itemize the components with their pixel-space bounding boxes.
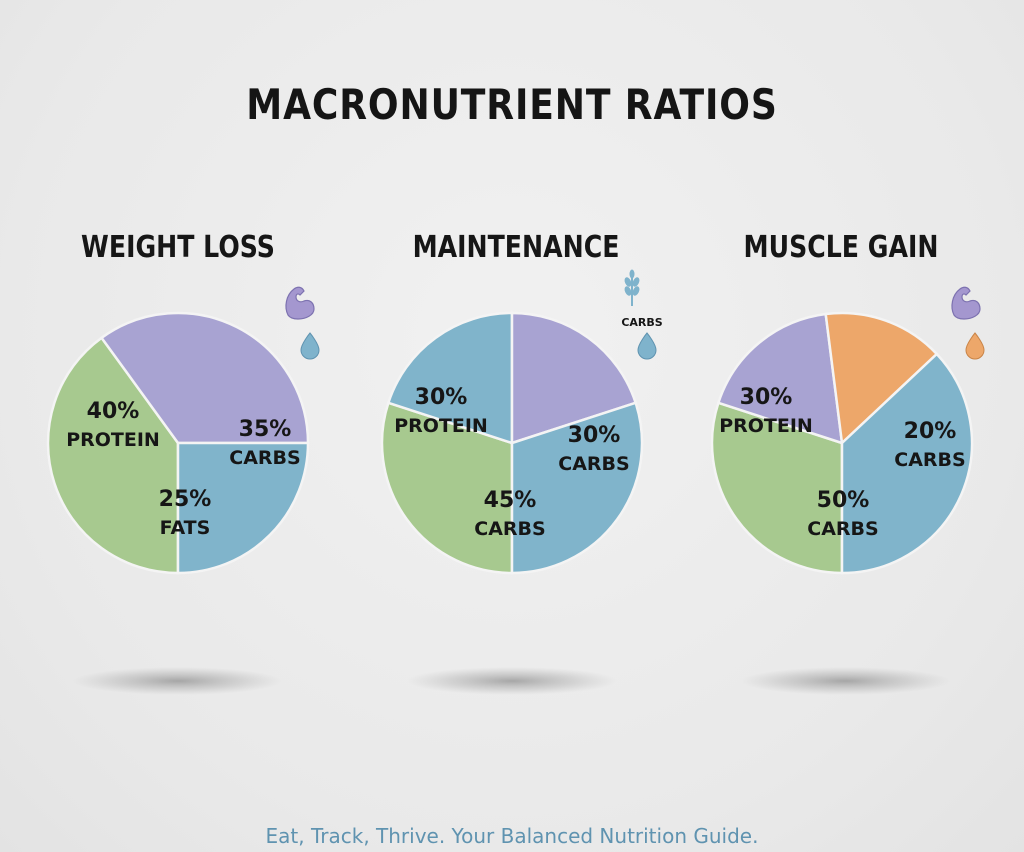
- slice-name-label: PROTEIN: [719, 415, 813, 437]
- flexed-bicep-icon: [285, 286, 315, 320]
- slice-percent-label: 30%: [415, 385, 468, 410]
- slice-name-label: PROTEIN: [66, 429, 160, 451]
- slice-name-label: PROTEIN: [394, 415, 488, 437]
- pie-slice: [46, 336, 180, 575]
- pie-slice: [510, 401, 644, 575]
- slice-name-label: FATS: [160, 517, 211, 539]
- slice-percent-label: 50%: [817, 488, 870, 513]
- slice-name-label: CARBS: [558, 453, 629, 475]
- pie-slice: [840, 352, 974, 575]
- slice-percent-label: 30%: [740, 385, 793, 410]
- chart-title-maintenance: MAINTENANCE: [412, 230, 620, 265]
- slice-percent-label: 35%: [239, 417, 292, 442]
- carbs-icon-label: CARBS: [621, 316, 662, 329]
- pie-slice: [510, 311, 638, 445]
- slice-percent-label: 25%: [159, 487, 212, 512]
- chart-title-weight-loss: WEIGHT LOSS: [81, 230, 275, 265]
- water-drop-icon: [965, 332, 985, 360]
- pie-slice: [176, 441, 310, 575]
- slice-name-label: CARBS: [229, 447, 300, 469]
- slice-percent-label: 40%: [87, 399, 140, 424]
- flexed-bicep-icon: [951, 286, 981, 320]
- pie-slice: [386, 311, 514, 445]
- page-title: MACRONUTRIENT RATIOS: [246, 80, 778, 129]
- pie-slice: [380, 401, 514, 575]
- slice-name-label: CARBS: [894, 449, 965, 471]
- pie-slice: [716, 312, 844, 445]
- chart-shadow: [407, 667, 617, 695]
- slice-percent-label: 20%: [904, 419, 957, 444]
- chart-title-muscle-gain: MUSCLE GAIN: [743, 230, 939, 265]
- footer-tagline: Eat, Track, Thrive. Your Balanced Nutrit…: [265, 824, 759, 848]
- wheat-icon: [624, 269, 640, 306]
- chart-shadow: [73, 667, 283, 695]
- pie-slice: [710, 401, 844, 575]
- slice-name-label: CARBS: [474, 518, 545, 540]
- water-drop-icon: [300, 332, 320, 360]
- slice-percent-label: 45%: [484, 488, 537, 513]
- pie-slice: [99, 311, 310, 445]
- pie-slice: [824, 311, 939, 446]
- chart-shadow: [740, 667, 950, 695]
- slice-name-label: CARBS: [807, 518, 878, 540]
- water-drop-icon: [637, 332, 657, 360]
- slice-percent-label: 30%: [568, 423, 621, 448]
